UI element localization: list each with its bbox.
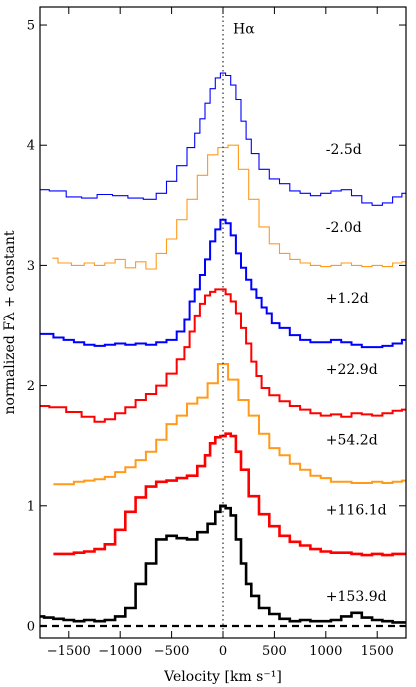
label-153-9d: +153.9d — [326, 589, 387, 605]
spectra-curves — [40, 72, 406, 624]
spectrum-2-0d — [52, 144, 406, 270]
x-tick-label: 1500 — [361, 644, 394, 659]
label-22-9d: +22.9d — [326, 362, 378, 378]
spectrum-1-2d — [40, 218, 406, 349]
spectrum-116-1d — [53, 432, 406, 557]
x-tick-label: −1000 — [98, 644, 142, 659]
y-tick-label: 1 — [27, 499, 35, 514]
reference-lines — [40, 7, 406, 638]
spectrum-2-5d — [40, 72, 406, 206]
y-axis-label: normalized Fλ + constant — [2, 230, 18, 414]
label-1-2d: +1.2d — [326, 291, 369, 307]
h-alpha-annotation: Hα — [233, 21, 255, 37]
curve-labels: -2.5d -2.0d +1.2d +22.9d +54.2d +116.1d +153.9… — [326, 142, 387, 605]
x-axis-label: Velocity [km s⁻¹] — [163, 669, 282, 685]
x-tick-label: 1000 — [309, 644, 342, 659]
y-tick-label: 5 — [27, 19, 35, 34]
spectrum-54-2d — [53, 363, 406, 486]
spectrum-22-9d — [40, 288, 406, 423]
x-tick-label: −1500 — [47, 644, 91, 659]
y-tick-label: 3 — [27, 259, 35, 274]
y-tick-label: 4 — [27, 139, 35, 154]
label-2-0d: -2.0d — [326, 220, 362, 236]
y-tick-label: 2 — [27, 379, 35, 394]
label-2-5d: -2.5d — [326, 142, 362, 158]
spectrum-153-9d — [40, 504, 406, 624]
x-tick-label: 500 — [262, 644, 287, 659]
axis-ticks: −1500 −1000 −500 0 500 1000 1500 0 1 2 3 4 5 — [27, 7, 406, 659]
y-tick-label: 0 — [27, 619, 35, 634]
label-54-2d: +54.2d — [326, 433, 378, 449]
label-116-1d: +116.1d — [326, 502, 387, 518]
x-tick-label: 0 — [219, 644, 227, 659]
x-tick-label: −500 — [154, 644, 190, 659]
